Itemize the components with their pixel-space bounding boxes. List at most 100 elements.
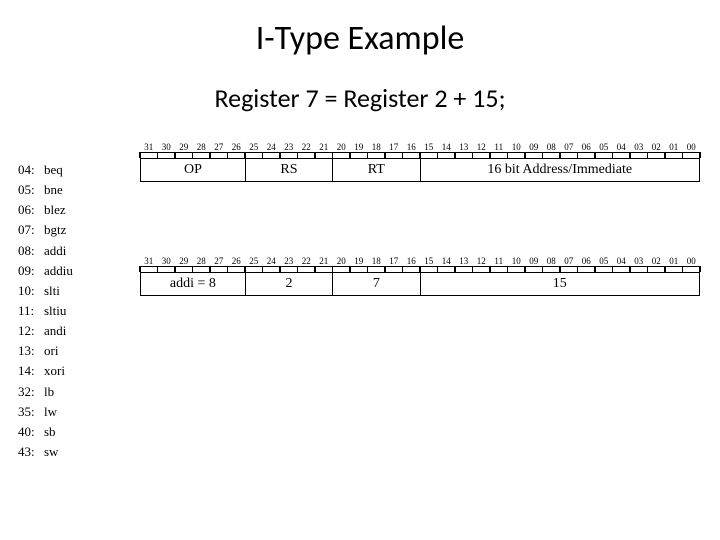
bit-label: 05 xyxy=(595,142,613,152)
bit-label: 25 xyxy=(245,142,263,152)
opcode-mnemonic: xori xyxy=(44,361,65,381)
bit-label: 00 xyxy=(683,142,701,152)
opcode-mnemonic: lb xyxy=(44,382,54,402)
field-row-values: addi = 82715 xyxy=(140,272,700,296)
opcode-row: 09:addiu xyxy=(18,261,73,281)
bit-index-labels: 3130292827262524232221201918171615141312… xyxy=(140,256,700,266)
bit-label: 23 xyxy=(280,256,298,266)
opcode-row: 14:xori xyxy=(18,361,73,381)
bit-label: 06 xyxy=(578,256,596,266)
opcode-mnemonic: addi xyxy=(44,241,66,261)
bit-label: 11 xyxy=(490,256,508,266)
page-title: I-Type Example xyxy=(0,18,720,59)
bit-label: 21 xyxy=(315,256,333,266)
tick xyxy=(699,266,701,272)
bit-label: 04 xyxy=(613,142,631,152)
tick xyxy=(489,266,491,272)
tick xyxy=(314,152,316,158)
bit-label: 31 xyxy=(140,142,158,152)
bit-label: 08 xyxy=(543,256,561,266)
bit-label: 13 xyxy=(455,142,473,152)
bit-label: 13 xyxy=(455,256,473,266)
bit-index-labels: 3130292827262524232221201918171615141312… xyxy=(140,142,700,152)
bit-label: 10 xyxy=(508,256,526,266)
bit-label: 26 xyxy=(228,142,246,152)
tick xyxy=(682,152,684,158)
field-cell: OP xyxy=(140,159,245,181)
field-cell: 7 xyxy=(332,273,419,295)
bit-label: 18 xyxy=(368,142,386,152)
bitfield-format: 3130292827262524232221201918171615141312… xyxy=(140,142,700,182)
opcode-number: 08: xyxy=(18,241,44,261)
tick xyxy=(507,152,509,158)
field-row-labels: OPRSRT16 bit Address/Immediate xyxy=(140,158,700,182)
opcode-number: 35: xyxy=(18,402,44,422)
tick xyxy=(192,152,194,158)
tick xyxy=(244,266,246,272)
opcode-row: 05:bne xyxy=(18,180,73,200)
opcode-row: 32:lb xyxy=(18,382,73,402)
tick xyxy=(664,152,666,158)
tick xyxy=(699,152,701,158)
opcode-row: 10:slti xyxy=(18,281,73,301)
opcode-mnemonic: sb xyxy=(44,422,56,442)
bit-label: 30 xyxy=(158,256,176,266)
tick xyxy=(454,152,456,158)
bit-label: 20 xyxy=(333,256,351,266)
tick xyxy=(647,152,649,158)
tick xyxy=(559,152,561,158)
tick xyxy=(139,266,141,272)
tick xyxy=(314,266,316,272)
bit-label: 28 xyxy=(193,256,211,266)
bitfield-values: 3130292827262524232221201918171615141312… xyxy=(140,256,700,296)
opcode-row: 40:sb xyxy=(18,422,73,442)
bit-label: 06 xyxy=(578,142,596,152)
tick xyxy=(524,152,526,158)
tick xyxy=(612,152,614,158)
bit-label: 10 xyxy=(508,142,526,152)
tick xyxy=(419,152,421,158)
tick xyxy=(542,152,544,158)
tick xyxy=(682,266,684,272)
tick xyxy=(437,266,439,272)
bit-label: 04 xyxy=(613,256,631,266)
tick xyxy=(577,152,579,158)
bit-label: 29 xyxy=(175,142,193,152)
tick xyxy=(139,152,141,158)
opcode-row: 06:blez xyxy=(18,200,73,220)
tick xyxy=(647,266,649,272)
bit-label: 09 xyxy=(525,142,543,152)
opcode-number: 12: xyxy=(18,321,44,341)
opcode-row: 12:andi xyxy=(18,321,73,341)
bit-label: 02 xyxy=(648,256,666,266)
tick xyxy=(542,266,544,272)
opcode-number: 11: xyxy=(18,301,44,321)
opcode-mnemonic: sw xyxy=(44,442,58,462)
opcode-row: 13:ori xyxy=(18,341,73,361)
tick xyxy=(332,152,334,158)
opcode-mnemonic: beq xyxy=(44,160,63,180)
tick xyxy=(262,152,264,158)
bit-ticks xyxy=(140,266,700,272)
opcode-mnemonic: slti xyxy=(44,281,60,301)
tick xyxy=(174,152,176,158)
tick xyxy=(209,266,211,272)
bit-ticks xyxy=(140,152,700,158)
opcode-number: 06: xyxy=(18,200,44,220)
bit-label: 14 xyxy=(438,256,456,266)
opcode-mnemonic: bgtz xyxy=(44,220,66,240)
tick xyxy=(402,266,404,272)
opcode-list: 04:beq05:bne06:blez07:bgtz08:addi09:addi… xyxy=(18,160,73,462)
bit-label: 29 xyxy=(175,256,193,266)
opcode-row: 43:sw xyxy=(18,442,73,462)
opcode-mnemonic: lw xyxy=(44,402,57,422)
bit-label: 07 xyxy=(560,142,578,152)
bit-label: 08 xyxy=(543,142,561,152)
bit-label: 16 xyxy=(403,256,421,266)
tick xyxy=(402,152,404,158)
bit-label: 20 xyxy=(333,142,351,152)
field-cell: 15 xyxy=(420,273,700,295)
tick xyxy=(629,152,631,158)
bit-label: 15 xyxy=(420,256,438,266)
bit-label: 12 xyxy=(473,142,491,152)
